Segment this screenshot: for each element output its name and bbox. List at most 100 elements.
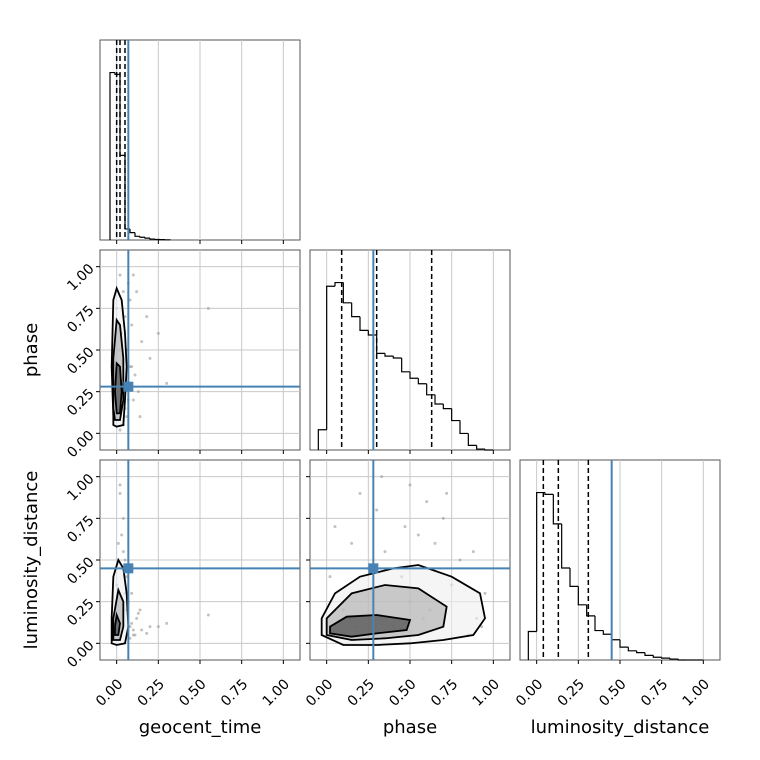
sample-point <box>375 508 379 512</box>
histogram-bin <box>129 228 135 234</box>
sample-point <box>148 625 152 629</box>
x-tick-label: 1.00 <box>260 676 293 709</box>
x-tick-label: 0.75 <box>218 676 251 709</box>
x-tick-label: 0.25 <box>135 676 168 709</box>
sample-point <box>328 575 332 579</box>
sample-point <box>480 625 484 629</box>
x-axis-label: luminosity_distance <box>531 717 710 738</box>
truth-marker <box>368 563 379 574</box>
contour <box>114 361 123 415</box>
histogram-bin <box>434 394 444 405</box>
sample-point <box>136 611 140 615</box>
histogram-bin <box>342 282 352 304</box>
sample-point <box>445 491 449 495</box>
histogram-bin <box>652 655 662 658</box>
histogram-bin <box>359 316 369 331</box>
sample-point <box>121 290 125 294</box>
sample-point <box>121 550 125 554</box>
x-tick-label: 0.25 <box>345 676 378 709</box>
x-tick-label: 1.00 <box>680 676 713 709</box>
sample-point <box>118 491 122 495</box>
histogram-bin <box>577 586 587 606</box>
histogram-bin <box>417 378 427 385</box>
histogram-bin <box>669 658 679 660</box>
histogram-bin <box>114 72 120 75</box>
y-tick-label: 0.00 <box>64 638 97 671</box>
x-tick-label: 0.00 <box>93 676 126 709</box>
sample-point <box>403 525 407 529</box>
sample-point <box>206 613 210 617</box>
sample-point <box>148 356 152 360</box>
sample-point <box>156 625 160 629</box>
x-tick-label: 0.75 <box>638 676 671 709</box>
histogram-bin <box>317 429 327 450</box>
sample-point <box>156 331 160 335</box>
sample-point <box>416 533 420 537</box>
histogram-bin <box>451 408 460 422</box>
y-tick-label: 0.25 <box>64 596 97 629</box>
histogram-bin <box>351 302 360 318</box>
histogram-bin <box>409 371 419 379</box>
sample-point <box>121 516 125 520</box>
x-tick-label: 1.00 <box>470 676 503 709</box>
sample-point <box>131 398 135 402</box>
x-tick-label: 0.50 <box>596 676 629 709</box>
sample-point <box>140 628 144 632</box>
histogram-bin <box>334 281 344 287</box>
histogram-bin <box>627 647 637 652</box>
histogram-bin <box>661 657 670 659</box>
y-tick-label: 0.25 <box>64 386 97 419</box>
x-tick-label: 0.00 <box>513 676 546 709</box>
sample-point <box>138 415 142 419</box>
sample-point <box>483 591 487 595</box>
sample-point <box>140 340 144 344</box>
sample-point <box>145 631 149 635</box>
y-tick-label: 1.00 <box>64 261 97 294</box>
histogram-bin <box>401 358 410 373</box>
histogram-bin <box>644 652 654 656</box>
sample-point <box>133 633 137 637</box>
histogram-bin <box>586 604 595 617</box>
sample-point <box>165 621 169 625</box>
sample-point <box>135 616 139 620</box>
histogram-bin <box>139 236 145 238</box>
histogram-bin <box>536 491 545 632</box>
sample-point <box>471 550 475 554</box>
sample-point <box>333 525 337 529</box>
x-tick-label: 0.25 <box>555 676 588 709</box>
x-tick-label: 0.00 <box>303 676 336 709</box>
histogram-bin <box>636 650 645 654</box>
sample-point <box>441 516 445 520</box>
histogram-bin <box>442 404 452 410</box>
sample-point <box>130 365 134 369</box>
y-tick-label: 0.75 <box>64 513 97 546</box>
x-axis-label: geocent_time <box>139 717 262 738</box>
y-axis-label: luminosity_distance <box>21 471 42 650</box>
sample-point <box>458 558 462 562</box>
sample-point <box>118 483 122 487</box>
contour <box>329 614 412 638</box>
sample-point <box>206 306 210 310</box>
histogram-bin <box>109 71 115 240</box>
sample-point <box>383 550 387 554</box>
histogram-bin <box>144 237 150 239</box>
truth-marker <box>123 381 134 392</box>
sample-point <box>118 428 122 432</box>
histogram-bin <box>561 523 570 569</box>
truth-marker <box>123 563 134 574</box>
y-axis-label: phase <box>21 323 42 377</box>
histogram-bin <box>467 433 477 446</box>
sample-point <box>133 373 137 377</box>
sample-point <box>131 273 135 277</box>
sample-point <box>130 323 134 327</box>
sample-point <box>350 541 354 545</box>
histogram-bin <box>384 353 394 357</box>
x-tick-label: 0.50 <box>176 676 209 709</box>
sample-point <box>130 621 134 625</box>
y-tick-label: 0.50 <box>64 554 97 587</box>
x-tick-label: 0.50 <box>386 676 419 709</box>
sample-point <box>131 628 135 632</box>
sample-point <box>145 315 149 319</box>
histogram-bin <box>484 449 494 451</box>
